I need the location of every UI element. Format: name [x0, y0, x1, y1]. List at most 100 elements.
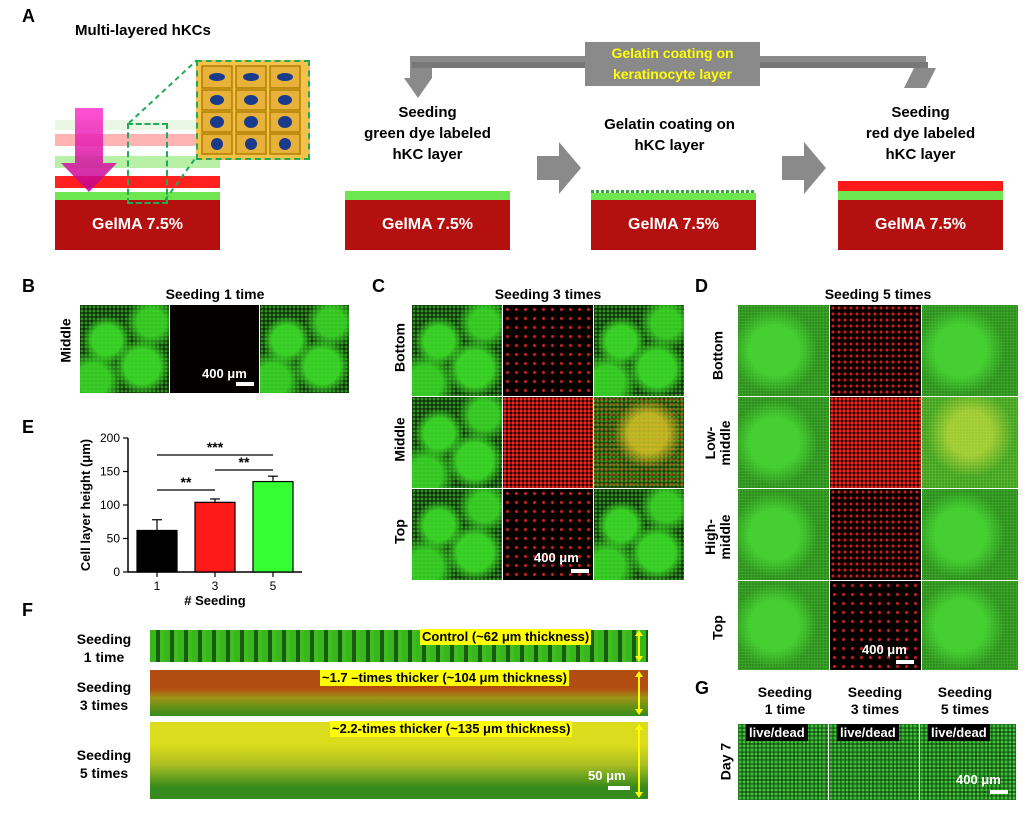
arrow-right-icon — [782, 142, 826, 194]
micrograph — [738, 489, 829, 580]
panel-d-title: Seeding 5 times — [824, 286, 932, 302]
zoom-lines — [128, 59, 198, 201]
scale-label: 400 μm — [534, 550, 579, 565]
micrograph — [922, 581, 1018, 670]
step3-label: Seeding red dye labeled hKC layer — [838, 102, 1003, 165]
panel-letter-d: D — [695, 276, 708, 296]
micrograph — [412, 489, 502, 580]
step1-label: Seeding green dye labeled hKC layer — [345, 102, 510, 165]
micrograph — [830, 489, 921, 580]
micrograph — [922, 489, 1018, 580]
g-col1-line2: 1 time — [764, 701, 806, 717]
panel-d-row-bottom: Bottom — [709, 331, 726, 380]
live-dead-tag: live/dead — [837, 724, 899, 741]
micrograph — [738, 397, 829, 488]
thickness-arrow-icon — [635, 630, 643, 662]
red-layer — [838, 181, 1003, 191]
micrograph — [260, 305, 349, 393]
panel-f-row3-label: Seeding 5 times — [62, 746, 146, 782]
zoom-selection-box — [127, 123, 168, 204]
micrograph — [830, 581, 921, 670]
scale-bar — [571, 569, 589, 573]
significance-label: *** — [207, 439, 224, 455]
scale-bar — [608, 786, 630, 790]
caption-2-2x: ~2.2-times thicker (~135 μm thickness) — [330, 721, 573, 737]
caption-control: Control (~62 μm thickness) — [420, 629, 592, 645]
g-col3-line1: Seeding — [937, 684, 993, 700]
significance-label: ** — [239, 454, 250, 470]
scale-label: 400 μm — [202, 366, 247, 381]
micrograph — [738, 724, 828, 800]
panel-c-row-top: Top — [391, 519, 408, 544]
g-col3-line2: 5 times — [940, 701, 990, 717]
micrograph — [830, 305, 921, 396]
micrograph — [503, 305, 593, 396]
gelma-block-1: GelMA 7.5% — [55, 200, 220, 250]
significance-label: ** — [181, 474, 192, 490]
scale-label: 400 μm — [956, 772, 1001, 787]
f-row2-line2: 3 times — [79, 697, 129, 713]
side-view-1 — [150, 630, 648, 662]
micrograph — [594, 397, 684, 488]
scale-label: 50 μm — [588, 768, 626, 783]
step2-line1: Gelatin coating on — [604, 116, 735, 133]
thickness-arrow-icon — [635, 724, 643, 798]
y-tick-label: 0 — [113, 565, 120, 579]
micrograph — [738, 305, 829, 396]
micrograph — [922, 305, 1018, 396]
y-tick-label: 150 — [100, 465, 120, 479]
green-layer-3 — [838, 191, 1003, 200]
scale-bar — [236, 382, 254, 386]
panel-d-row-top: Top — [709, 615, 726, 640]
micrograph — [503, 489, 593, 580]
step1-line2: green dye labeled — [364, 125, 491, 142]
micrograph — [412, 397, 502, 488]
micrograph — [922, 397, 1018, 488]
g-col2-line1: Seeding — [847, 684, 903, 700]
micrograph — [738, 581, 829, 670]
live-dead-tag: live/dead — [928, 724, 990, 741]
arrow-right-icon — [537, 142, 581, 194]
panel-b-title: Seeding 1 time — [165, 286, 265, 302]
panel-g-col2: Seeding 3 times — [832, 684, 918, 718]
scale-bar — [896, 660, 914, 664]
panel-c-row-bottom: Bottom — [391, 323, 408, 372]
panel-letter-g: G — [695, 678, 710, 698]
gelma-block-3: GelMA 7.5% — [591, 200, 756, 250]
panel-g-col1: Seeding 1 time — [742, 684, 828, 718]
x-tick-label: 5 — [270, 579, 277, 593]
gelatin-coating — [591, 190, 756, 193]
step2-line2: hKC layer — [634, 137, 705, 154]
side-view-3 — [150, 722, 648, 799]
x-axis-label: # Seeding — [184, 593, 245, 608]
panel-c-title: Seeding 3 times — [494, 286, 602, 302]
x-tick-label: 3 — [212, 579, 219, 593]
y-axis-label: Cell layer height (μm) — [78, 439, 93, 571]
panel-f-row2-label: Seeding 3 times — [62, 678, 146, 714]
gelma-block-4: GelMA 7.5% — [838, 200, 1003, 250]
step3-line1: Seeding — [891, 104, 950, 121]
panel-d-row-low-middle: Low- middle — [702, 420, 733, 466]
micrograph — [594, 305, 684, 396]
x-tick-label: 1 — [154, 579, 161, 593]
gelatin-arrow-label-2: keratinocyte layer — [612, 66, 733, 82]
micrograph — [80, 305, 169, 393]
green-layer-1 — [345, 191, 510, 200]
caption-1-7x: ~1.7 –times thicker (~104 μm thickness) — [320, 670, 569, 686]
scale-bar — [990, 790, 1008, 794]
panel-b-row-label: Middle — [57, 318, 74, 363]
bar — [194, 501, 236, 573]
f-row1-line1: Seeding — [76, 631, 132, 647]
step3-line2: red dye labeled — [865, 125, 976, 142]
step3-line3: hKC layer — [885, 146, 956, 163]
step1-line1: Seeding — [398, 104, 457, 121]
gelatin-arrow-label-1: Gelatin coating on — [611, 45, 734, 61]
y-tick-label: 200 — [100, 431, 120, 445]
bar — [136, 529, 178, 573]
panel-letter-c: C — [372, 276, 385, 296]
cell-grid-inset — [196, 60, 310, 160]
thickness-arrow-icon — [635, 671, 643, 715]
g-col1-line1: Seeding — [757, 684, 813, 700]
panel-letter-e: E — [22, 417, 35, 437]
step2-label: Gelatin coating on hKC layer — [577, 114, 762, 156]
